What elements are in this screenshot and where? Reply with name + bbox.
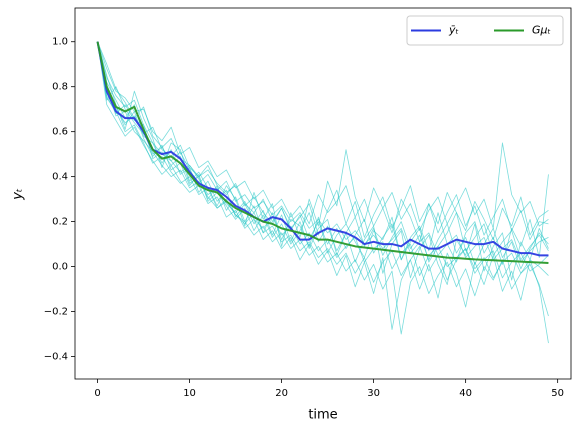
sample-line (97, 41, 549, 263)
y-tick-label: 0.8 (52, 82, 68, 93)
sample-line (97, 41, 549, 335)
y-tick-label: 0.2 (52, 217, 68, 228)
y-tick-label: 0.4 (52, 172, 68, 183)
legend-label: Gμₜ (532, 24, 551, 37)
sample-line (97, 41, 549, 265)
legend-box (406, 15, 564, 46)
x-tick-label: 0 (94, 388, 100, 399)
x-tick-label: 10 (183, 388, 196, 399)
x-tick-label: 30 (367, 388, 380, 399)
sample-line (97, 41, 549, 240)
y-tick-label: −0.2 (44, 307, 68, 318)
mean-line (96, 41, 549, 257)
x-tick-label: 50 (551, 388, 564, 399)
y-tick-label: 0.0 (52, 262, 68, 273)
y-tick-label: 1.0 (52, 37, 68, 48)
sample-line (97, 41, 549, 279)
legend: ȳₜ Gμₜ (406, 15, 564, 46)
y-axis-label: yₜ (11, 188, 26, 201)
sample-line (97, 41, 549, 283)
sample-line (97, 41, 549, 231)
sample-line (97, 41, 549, 344)
x-tick-label: 40 (459, 388, 472, 399)
legend-label: ȳₜ (448, 24, 459, 37)
sample-line (97, 41, 549, 263)
x-axis-label: time (308, 408, 337, 423)
y-tick-label: 0.6 (52, 127, 68, 138)
x-tick-label: 20 (275, 388, 288, 399)
y-tick-label: −0.4 (44, 352, 68, 363)
mean-line (96, 41, 549, 264)
sample-line (97, 41, 549, 285)
plot-area (96, 41, 549, 344)
axes-frame (74, 7, 572, 380)
sample-line (97, 41, 549, 270)
